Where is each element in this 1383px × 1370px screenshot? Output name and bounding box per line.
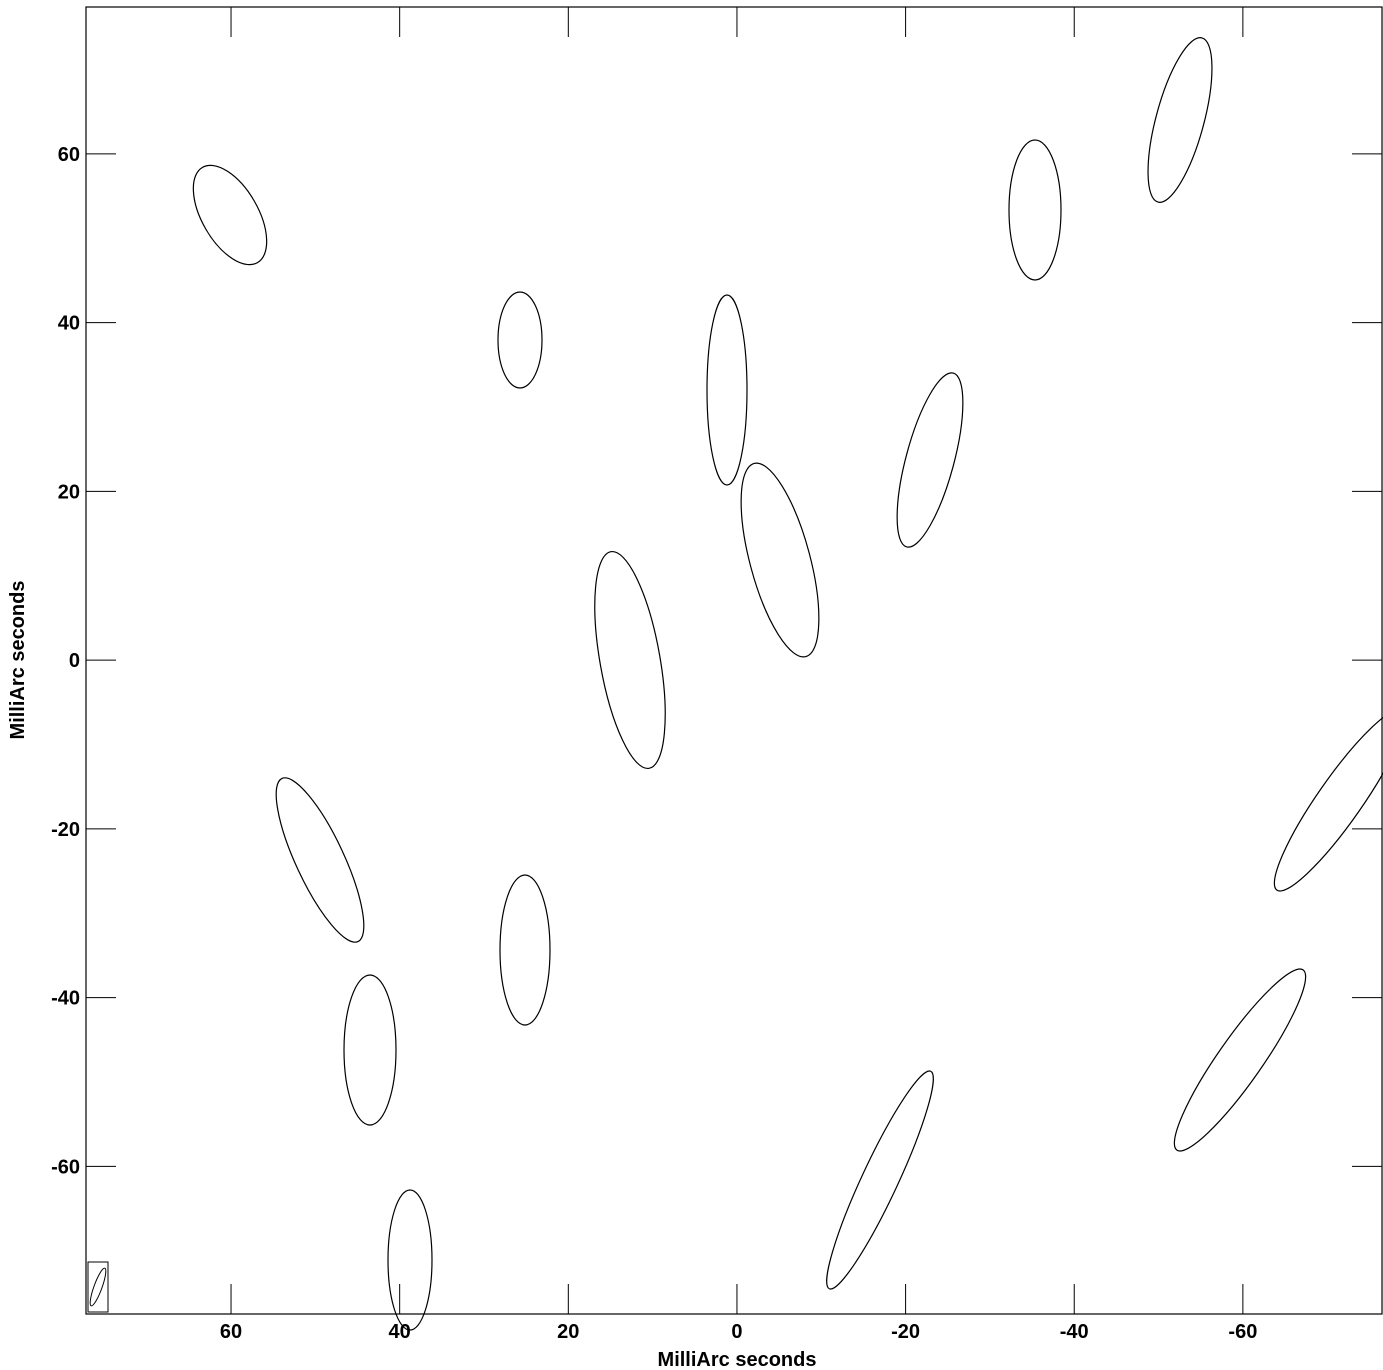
y-tick-label: 40 xyxy=(58,313,80,335)
contour xyxy=(192,164,268,266)
y-tick-label: 60 xyxy=(58,144,80,166)
x-axis-label: MilliArc seconds xyxy=(658,1349,817,1370)
contour xyxy=(706,294,748,486)
beam xyxy=(89,1267,107,1307)
contour xyxy=(499,874,551,1026)
y-tick-label: 20 xyxy=(58,481,80,503)
plot-frame xyxy=(85,6,1383,1315)
x-tick-label: 0 xyxy=(731,1321,742,1343)
contour xyxy=(343,974,397,1126)
x-tick-label: 20 xyxy=(557,1321,579,1343)
x-tick-label: 40 xyxy=(389,1321,411,1343)
x-tick-label: -20 xyxy=(891,1321,920,1343)
contour xyxy=(387,1189,433,1331)
contour xyxy=(497,291,543,389)
contour xyxy=(275,777,365,943)
contour xyxy=(1008,139,1062,281)
y-tick-label: -20 xyxy=(51,819,80,841)
contour xyxy=(896,372,964,548)
contour xyxy=(1173,968,1307,1152)
beam-box xyxy=(87,1261,109,1313)
y-axis-label: MilliArc seconds xyxy=(7,581,29,740)
contour-sketch xyxy=(192,37,1383,1331)
y-tick-label: -60 xyxy=(51,1156,80,1178)
contour xyxy=(740,462,820,658)
y-tick-label: 0 xyxy=(69,650,80,672)
x-tick-label: -60 xyxy=(1228,1321,1257,1343)
contour xyxy=(594,550,666,770)
x-tick-label: -40 xyxy=(1060,1321,1089,1343)
contour xyxy=(826,1070,934,1290)
x-tick-label: 60 xyxy=(220,1321,242,1343)
contour xyxy=(1273,708,1383,892)
contour xyxy=(1147,37,1213,203)
y-tick-label: -40 xyxy=(51,988,80,1010)
